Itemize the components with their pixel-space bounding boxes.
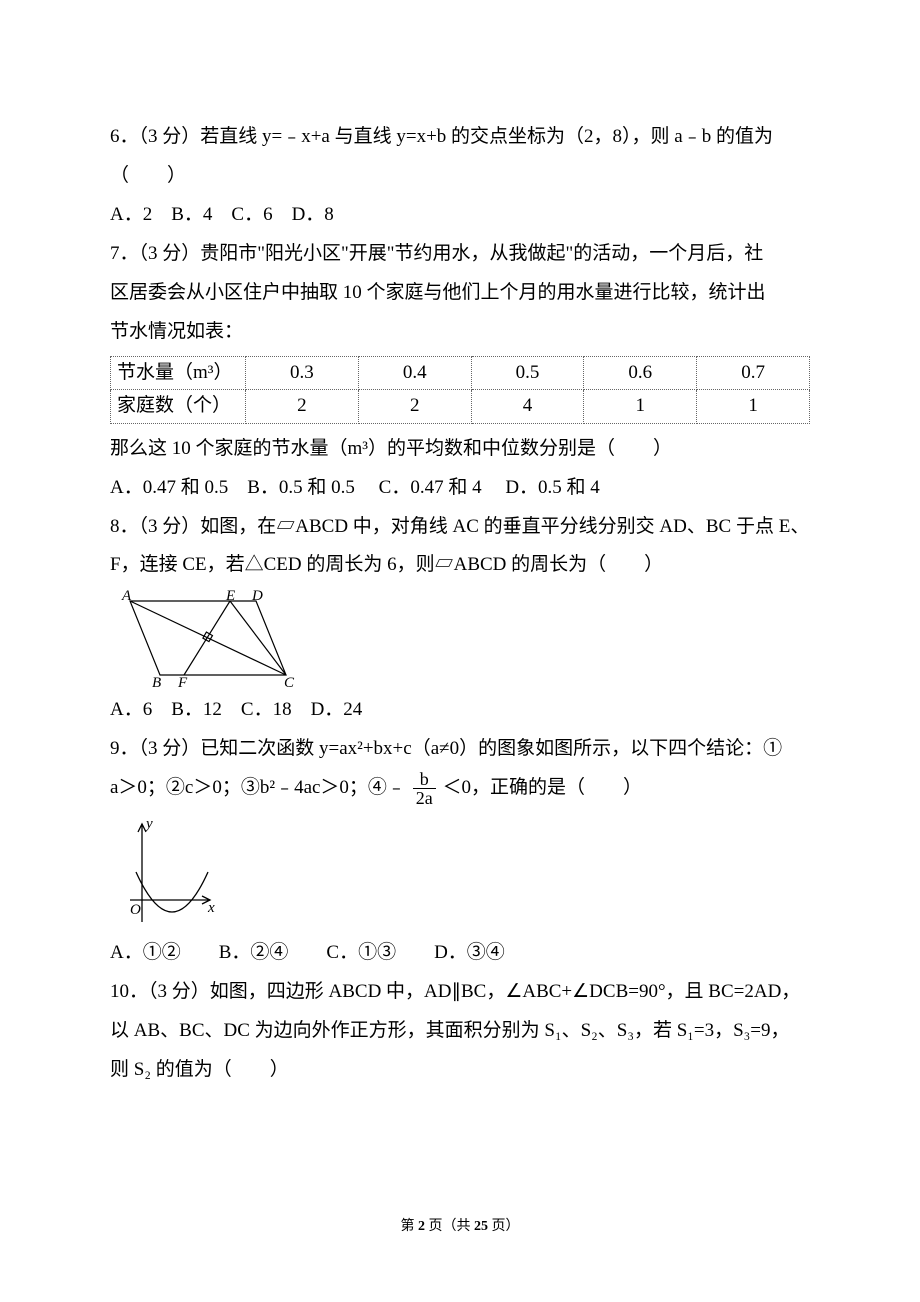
label-A: A (121, 589, 132, 604)
q6-text: 6．（3 分）若直线 y=﹣x+a 与直线 y=x+b 的交点坐标为（2，8），… (110, 118, 810, 196)
table-row: 节水量（m³） 0.3 0.4 0.5 0.6 0.7 (111, 356, 810, 390)
table-cell: 1 (697, 390, 810, 424)
footer-page: 2 (418, 1219, 425, 1234)
q7-intro3: 节水情况如表： (110, 313, 810, 352)
q7-intro2: 区居委会从小区住户中抽取 10 个家庭与他们上个月的用水量进行比较，统计出 (110, 274, 810, 313)
footer-pre: 第 (401, 1219, 419, 1234)
q7-table: 节水量（m³） 0.3 0.4 0.5 0.6 0.7 家庭数（个） 2 2 4… (110, 356, 810, 424)
footer-mid: 页（共 (425, 1219, 474, 1234)
table-cell: 4 (471, 390, 584, 424)
q8-figure: A E D B F C (112, 589, 307, 689)
label-x: x (207, 900, 215, 916)
table-cell: 0.3 (246, 356, 359, 390)
q9-line2: a＞0；②c＞0；③b²﹣4ac＞0；④﹣ b 2a ＜0，正确的是（ ） (110, 769, 810, 808)
frac-den: 2a (413, 789, 436, 807)
q9-line1: 9．（3 分）已知二次函数 y=ax²+bx+c（a≠0）的图象如图所示，以下四… (110, 730, 810, 769)
footer-post: 页） (488, 1219, 520, 1234)
q10-line1: 10．（3 分）如图，四边形 ABCD 中，AD∥BC，∠ABC+∠DCB=90… (110, 973, 810, 1012)
table-cell: 2 (358, 390, 471, 424)
table-cell: 0.7 (697, 356, 810, 390)
table-cell: 0.5 (471, 356, 584, 390)
page-footer: 第 2 页（共 25 页） (0, 1213, 920, 1242)
q9-line2-pre: a＞0；②c＞0；③b²﹣4ac＞0；④﹣ (110, 777, 406, 798)
table-cell: 0.4 (358, 356, 471, 390)
table-cell: 2 (246, 390, 359, 424)
label-F: F (177, 675, 188, 689)
label-B: B (152, 675, 161, 689)
label-C: C (284, 675, 295, 689)
q7-options: A．0.47 和 0.5 B．0.5 和 0.5 C．0.47 和 4 D．0.… (110, 469, 810, 508)
q8-line2: F，连接 CE，若△CED 的周长为 6，则▱ABCD 的周长为（ ） (110, 546, 810, 585)
table-cell: 1 (584, 390, 697, 424)
q9-options: A．①② B．②④ C．①③ D．③④ (110, 934, 810, 973)
q7-intro1: 7．（3 分）贵阳市"阳光小区"开展"节约用水，从我做起"的活动，一个月后，社 (110, 235, 810, 274)
table-cell: 0.6 (584, 356, 697, 390)
table-row: 家庭数（个） 2 2 4 1 1 (111, 390, 810, 424)
q10-line2: 以 AB、BC、DC 为边向外作正方形，其面积分别为 S₁、S₂、S₃，若 S₁… (110, 1012, 810, 1051)
q10-line3: 则 S₂ 的值为（ ） (110, 1051, 810, 1090)
table-cell-r1-label: 节水量（m³） (111, 356, 246, 390)
q8-line1: 8．（3 分）如图，在▱ABCD 中，对角线 AC 的垂直平分线分别交 AD、B… (110, 508, 810, 547)
label-D: D (251, 589, 263, 604)
label-O: O (130, 902, 141, 918)
q7-after: 那么这 10 个家庭的节水量（m³）的平均数和中位数分别是（ ） (110, 430, 810, 469)
q6-options: A．2 B．4 C．6 D．8 (110, 196, 810, 235)
q8-options: A．6 B．12 C．18 D．24 (110, 691, 810, 730)
label-y: y (144, 816, 153, 832)
q9-figure: y x O (112, 812, 222, 932)
table-cell-r2-label: 家庭数（个） (111, 390, 246, 424)
q9-line2-post: ＜0，正确的是（ ） (442, 777, 642, 798)
frac-num: b (413, 770, 436, 789)
footer-total: 25 (474, 1219, 488, 1234)
label-E: E (225, 589, 235, 604)
q9-fraction: b 2a (413, 770, 436, 807)
